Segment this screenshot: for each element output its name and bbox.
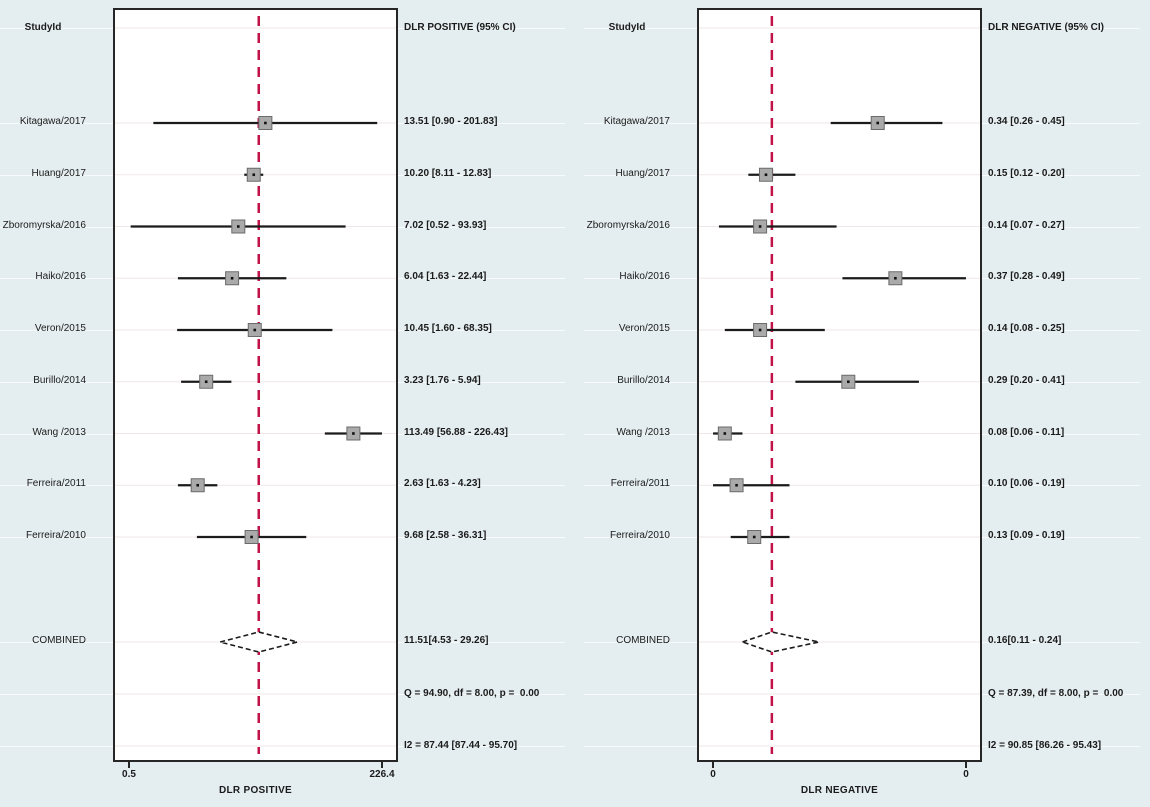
effect-point-dot (196, 483, 200, 487)
study-label: Haiko/2016 (35, 271, 86, 283)
combined-row-label: COMBINED (32, 635, 86, 646)
forest-plot-canvas (115, 16, 396, 754)
effect-point-dot (230, 276, 234, 280)
effect-column-header: DLR POSITIVE (95% CI) (404, 22, 516, 33)
heterogeneity-q-stat: Q = 87.39, df = 8.00, p = 0.00 (988, 688, 1124, 699)
heterogeneity-i2-stat: I2 = 90.85 [86.26 - 95.43] (988, 740, 1102, 751)
effect-estimate-value: 9.68 [2.58 - 36.31] (404, 530, 487, 541)
effect-point-dot (758, 225, 762, 228)
study-label: Ferreira/2010 (25, 530, 86, 541)
x-axis-tick (380, 762, 383, 768)
study-label: Kitagawa/2017 (19, 116, 86, 127)
effect-estimate-value: 0.15 [0.12 - 0.20] (988, 167, 1065, 179)
forest-panel-dlr-positive: StudyId DLR POSITIVE (95% CI) COMBINED 1… (0, 8, 565, 796)
x-axis-title: DLR NEGATIVE (800, 785, 879, 796)
effect-point-dot (237, 225, 240, 228)
effect-point-dot (894, 276, 897, 280)
effect-column-header: DLR NEGATIVE (95% CI) (988, 22, 1104, 33)
combined-estimate-value: 0.16[0.11 - 0.24] (988, 635, 1062, 646)
effect-point-dot (752, 535, 756, 539)
effect-estimate-value: 0.08 [0.06 - 0.11] (988, 426, 1065, 438)
study-label: Wang /2013 (32, 426, 86, 438)
effect-point-dot (352, 432, 355, 435)
effect-estimate-value: 13.51 [0.90 - 201.83] (404, 116, 498, 127)
effect-point-dot (252, 173, 256, 177)
effect-estimate-value: 10.45 [1.60 - 68.35] (404, 323, 492, 334)
x-axis-tick (712, 762, 715, 768)
study-column-header: StudyId (24, 22, 62, 33)
effect-estimate-value: 0.14 [0.08 - 0.25] (988, 323, 1065, 334)
effect-point-dot (264, 121, 267, 125)
effect-estimate-value: 6.04 [1.63 - 22.44] (404, 271, 487, 283)
x-axis-tick (128, 762, 131, 768)
effect-estimate-value: 7.02 [0.52 - 93.93] (404, 219, 487, 231)
effect-estimate-value: 2.63 [1.63 - 4.23] (404, 478, 481, 490)
study-label: Zboromyrska/2016 (586, 219, 670, 231)
effect-estimate-value: 0.10 [0.06 - 0.19] (988, 478, 1065, 490)
study-column-header: StudyId (608, 22, 646, 33)
forest-plot-canvas (699, 16, 980, 754)
effect-point-dot (847, 380, 850, 384)
plot-box (113, 8, 398, 762)
study-label: Ferreira/2011 (26, 478, 86, 490)
x-axis-tick-label-max: 226.4 (369, 769, 395, 780)
heterogeneity-q-stat: Q = 94.90, df = 8.00, p = 0.00 (404, 688, 540, 699)
effect-estimate-value: 0.13 [0.09 - 0.19] (988, 530, 1065, 541)
study-label: Kitagawa/2017 (603, 116, 670, 127)
effect-estimate-value: 3.23 [1.76 - 5.94] (404, 374, 481, 386)
effect-point-dot (723, 432, 727, 435)
x-axis-tick-label-min: 0 (710, 769, 716, 780)
effect-point-dot (876, 121, 880, 125)
study-label: Ferreira/2011 (610, 478, 670, 490)
effect-estimate-value: 0.37 [0.28 - 0.49] (988, 271, 1065, 283)
effect-estimate-value: 0.29 [0.20 - 0.41] (988, 374, 1065, 386)
combined-diamond (739, 631, 820, 653)
effect-estimate-value: 0.34 [0.26 - 0.45] (988, 116, 1065, 127)
x-axis-title: DLR POSITIVE (218, 785, 293, 796)
x-axis-tick-label-min: 0.5 (122, 769, 136, 780)
combined-estimate-value: 11.51[4.53 - 29.26] (404, 635, 489, 646)
forest-panel-dlr-negative: StudyId DLR NEGATIVE (95% CI) COMBINED 0… (584, 0, 1150, 807)
effect-point-dot (204, 380, 208, 384)
study-label: Ferreira/2010 (609, 530, 670, 541)
effect-point-dot (735, 483, 738, 487)
study-label: Huang/2017 (615, 167, 671, 179)
plot-box (697, 8, 982, 762)
study-label: Haiko/2016 (619, 271, 670, 283)
effect-point-dot (250, 535, 253, 539)
study-label: Veron/2015 (618, 323, 670, 334)
study-label: Wang /2013 (616, 426, 670, 438)
effect-estimate-value: 10.20 [8.11 - 12.83] (404, 167, 492, 179)
effect-estimate-value: 0.14 [0.07 - 0.27] (988, 219, 1065, 231)
study-label: Huang/2017 (31, 167, 87, 179)
x-axis-tick-label-max: 0 (963, 769, 969, 780)
study-label: Zboromyrska/2016 (2, 219, 86, 231)
heterogeneity-i2-stat: I2 = 87.44 [87.44 - 95.70] (404, 740, 518, 751)
effect-point-dot (758, 328, 762, 332)
effect-point-dot (764, 173, 768, 177)
study-label: Burillo/2014 (33, 374, 86, 386)
x-axis-tick (964, 762, 967, 768)
effect-point-dot (253, 328, 257, 332)
combined-row-label: COMBINED (616, 635, 670, 646)
study-label: Burillo/2014 (617, 374, 670, 386)
combined-diamond (217, 631, 301, 653)
study-label: Veron/2015 (34, 323, 86, 334)
effect-estimate-value: 113.49 [56.88 - 226.43] (404, 426, 508, 438)
